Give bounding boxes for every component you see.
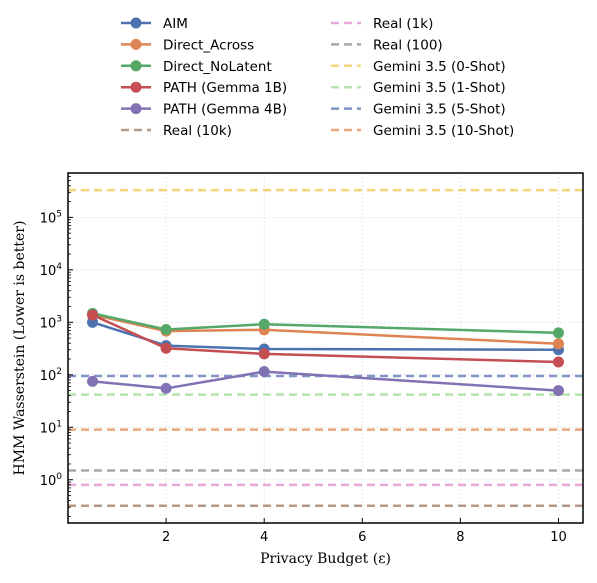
legend-label: PATH (Gemma 4B) — [163, 102, 287, 118]
series-line-path-gemma-1b — [92, 313, 559, 364]
legend-item-path-gemma-4b: PATH (Gemma 4B) — [121, 102, 287, 118]
x-tick-label: 4 — [260, 530, 268, 545]
series-line-direct-nolatent — [92, 312, 559, 335]
legend-label: AIM — [163, 16, 188, 32]
series-line-path-gemma-4b — [92, 370, 559, 392]
axes: 2 4 6 8 10 100 101 102 103 104 105 — [40, 176, 567, 545]
series-line-aim — [92, 321, 559, 352]
legend-item-aim: AIM — [121, 16, 188, 32]
y-tick-label: 100 — [40, 472, 63, 489]
legend-item-path-gemma-1b: PATH (Gemma 1B) — [121, 80, 287, 96]
legend-item-gemini-3-5-0-shot: Gemini 3.5 (0-Shot) — [331, 59, 506, 75]
data-point-path-gemma-4b — [87, 375, 99, 387]
y-axis-label: HMM Wasserstein (Lower is better) — [12, 221, 28, 476]
series-lines — [87, 307, 564, 397]
legend-label: Direct_Across — [163, 37, 254, 53]
legend-label: Gemini 3.5 (0-Shot) — [373, 59, 506, 75]
legend-label: Direct_NoLatent — [163, 59, 272, 75]
series-line-direct-across — [92, 313, 559, 346]
legend-label: Gemini 3.5 (5-Shot) — [373, 102, 506, 118]
legend-item-gemini-3-5-1-shot: Gemini 3.5 (1-Shot) — [331, 80, 506, 96]
x-axis-label: Privacy Budget (ε) — [260, 551, 391, 567]
legend-item-direct-nolatent: Direct_NoLatent — [121, 59, 272, 75]
x-tick-label: 2 — [162, 530, 170, 545]
legend-marker — [130, 81, 142, 93]
plot-frame — [67, 172, 584, 524]
data-point-direct-nolatent — [258, 318, 270, 330]
y-tick-label: 104 — [40, 262, 63, 279]
data-point-path-gemma-1b — [87, 309, 99, 321]
legend-label: Gemini 3.5 (1-Shot) — [373, 80, 506, 96]
legend-item-gemini-3-5-5-shot: Gemini 3.5 (5-Shot) — [331, 102, 506, 118]
legend-label: Gemini 3.5 (10-Shot) — [373, 123, 514, 139]
legend: AIM Direct_Across Direct_NoLatent PATH (Gem… — [121, 16, 514, 139]
x-tick-label: 8 — [456, 530, 464, 545]
legend-marker — [130, 17, 142, 29]
data-point-path-gemma-4b — [160, 382, 172, 394]
x-tick-label: 6 — [358, 530, 366, 545]
x-tick-label: 10 — [550, 530, 567, 545]
legend-marker — [130, 60, 142, 72]
legend-marker — [130, 38, 142, 50]
y-tick-label: 103 — [40, 314, 62, 331]
legend-label: Real (10k) — [163, 123, 232, 139]
legend-marker — [130, 103, 142, 115]
data-point-direct-nolatent — [160, 323, 172, 335]
y-tick-label: 102 — [40, 367, 62, 384]
data-point-direct-across — [552, 338, 564, 350]
legend-item-real-100: Real (100) — [331, 37, 443, 53]
reference-lines — [68, 188, 583, 507]
legend-label: Real (1k) — [373, 16, 433, 32]
y-tick-label: 101 — [40, 419, 62, 436]
legend-item-direct-across: Direct_Across — [121, 37, 254, 53]
legend-item-real-10k: Real (10k) — [121, 123, 232, 139]
legend-label: PATH (Gemma 1B) — [163, 80, 287, 96]
legend-item-real-1k: Real (1k) — [331, 16, 433, 32]
data-point-path-gemma-1b — [160, 342, 172, 354]
data-point-direct-nolatent — [552, 327, 564, 339]
legend-label: Real (100) — [373, 37, 443, 53]
data-point-path-gemma-4b — [552, 385, 564, 397]
data-point-path-gemma-1b — [552, 356, 564, 368]
data-point-path-gemma-1b — [258, 348, 270, 360]
legend-item-gemini-3-5-10-shot: Gemini 3.5 (10-Shot) — [331, 123, 514, 139]
data-point-path-gemma-4b — [258, 366, 270, 378]
y-tick-label: 105 — [40, 209, 62, 226]
